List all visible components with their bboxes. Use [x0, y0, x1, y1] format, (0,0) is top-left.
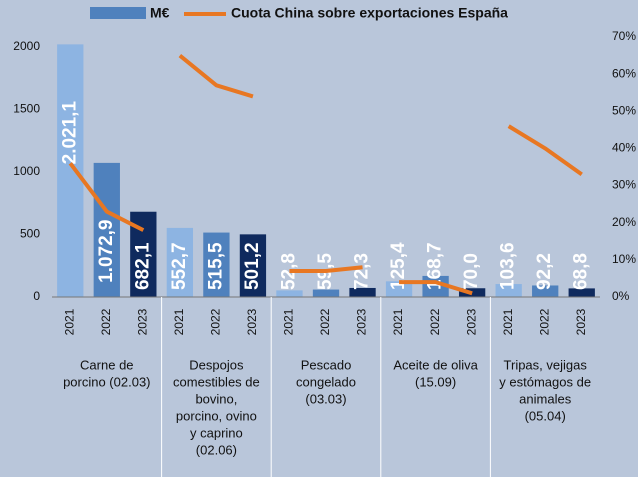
legend-swatch	[90, 7, 146, 19]
y2-tick-label: 20%	[612, 215, 636, 229]
y-tick-label: 500	[20, 227, 40, 241]
bar	[349, 287, 376, 297]
x-tick-label: 2021	[391, 308, 405, 335]
group-label: Pescado	[301, 357, 352, 372]
value-label: 552,7	[169, 242, 190, 290]
value-label: 2.021,1	[59, 101, 80, 165]
value-label: 515,5	[205, 242, 226, 290]
x-tick-label: 2023	[355, 308, 369, 335]
value-label: 52,8	[278, 253, 299, 290]
line	[178, 54, 254, 99]
x-tick-label: 2022	[209, 308, 223, 335]
legend-label: Cuota China sobre exportaciones España	[231, 5, 508, 21]
group-label: Despojos	[189, 357, 244, 372]
y-tick-label: 0	[33, 289, 40, 303]
y2-tick-label: 30%	[612, 178, 636, 192]
group-label: Aceite de oliva	[393, 357, 478, 372]
group-label: porcino (02.03)	[63, 374, 150, 389]
group-label: (15.09)	[415, 374, 456, 389]
group-label: animales	[519, 391, 572, 406]
legend-label: M€	[150, 5, 170, 21]
line	[68, 162, 145, 232]
bar	[385, 281, 413, 297]
bar	[312, 289, 340, 297]
bar	[203, 232, 230, 297]
value-label: 103,6	[498, 242, 519, 290]
x-tick-label: 2023	[464, 308, 478, 335]
value-label: 1.072,9	[96, 219, 117, 282]
y2-tick-label: 50%	[612, 103, 636, 117]
bar	[568, 288, 595, 297]
group-label: bovino,	[195, 391, 237, 406]
x-tick-label: 2023	[574, 308, 588, 335]
y2-tick-label: 0%	[612, 289, 630, 303]
group-label: (03.03)	[305, 391, 346, 406]
group-label: (05.04)	[525, 408, 566, 423]
value-label: 72,3	[352, 253, 373, 290]
bar	[276, 290, 303, 297]
value-label: 70,0	[461, 253, 482, 290]
value-label: 68,8	[571, 253, 592, 290]
x-tick-label: 2022	[318, 308, 332, 335]
x-tick-label: 2021	[501, 308, 515, 335]
y2-tick-label: 70%	[612, 29, 636, 43]
bar	[532, 285, 559, 297]
group-label: y caprino	[190, 425, 243, 440]
y-tick-label: 1000	[13, 164, 40, 178]
x-tick-label: 2023	[245, 308, 259, 335]
bar	[495, 284, 522, 297]
bar	[57, 44, 84, 297]
group-label: Carne de	[80, 357, 133, 372]
line	[399, 280, 473, 296]
x-tick-label: 2023	[136, 308, 150, 335]
y2-tick-label: 60%	[612, 66, 636, 80]
value-label: 501,2	[242, 242, 263, 290]
group-label: Tripas, vejigas	[504, 357, 588, 372]
y-tick-label: 1500	[13, 102, 40, 116]
x-tick-label: 2022	[537, 308, 551, 335]
group-label: comestibles de	[173, 374, 260, 389]
group-label: porcino, ovino	[176, 408, 257, 423]
x-tick-label: 2021	[172, 308, 186, 335]
bar	[166, 227, 194, 297]
y-tick-label: 2000	[13, 39, 40, 53]
x-tick-label: 2021	[62, 308, 76, 335]
group-label: congelado	[296, 374, 356, 389]
value-label: 168,7	[425, 242, 446, 290]
line	[507, 124, 583, 177]
bar	[93, 162, 120, 297]
y2-tick-label: 40%	[612, 141, 636, 155]
x-tick-label: 2022	[428, 308, 442, 335]
group-label: (02.06)	[196, 442, 237, 457]
y2-tick-label: 10%	[612, 252, 636, 266]
x-tick-label: 2021	[282, 308, 296, 335]
value-label: 125,4	[388, 242, 409, 290]
bar	[239, 234, 267, 297]
value-label: 682,1	[132, 242, 153, 290]
group-label: y estómagos de	[499, 374, 591, 389]
x-tick-label: 2022	[99, 308, 113, 335]
value-label: 92,2	[534, 253, 555, 290]
line	[289, 265, 363, 273]
